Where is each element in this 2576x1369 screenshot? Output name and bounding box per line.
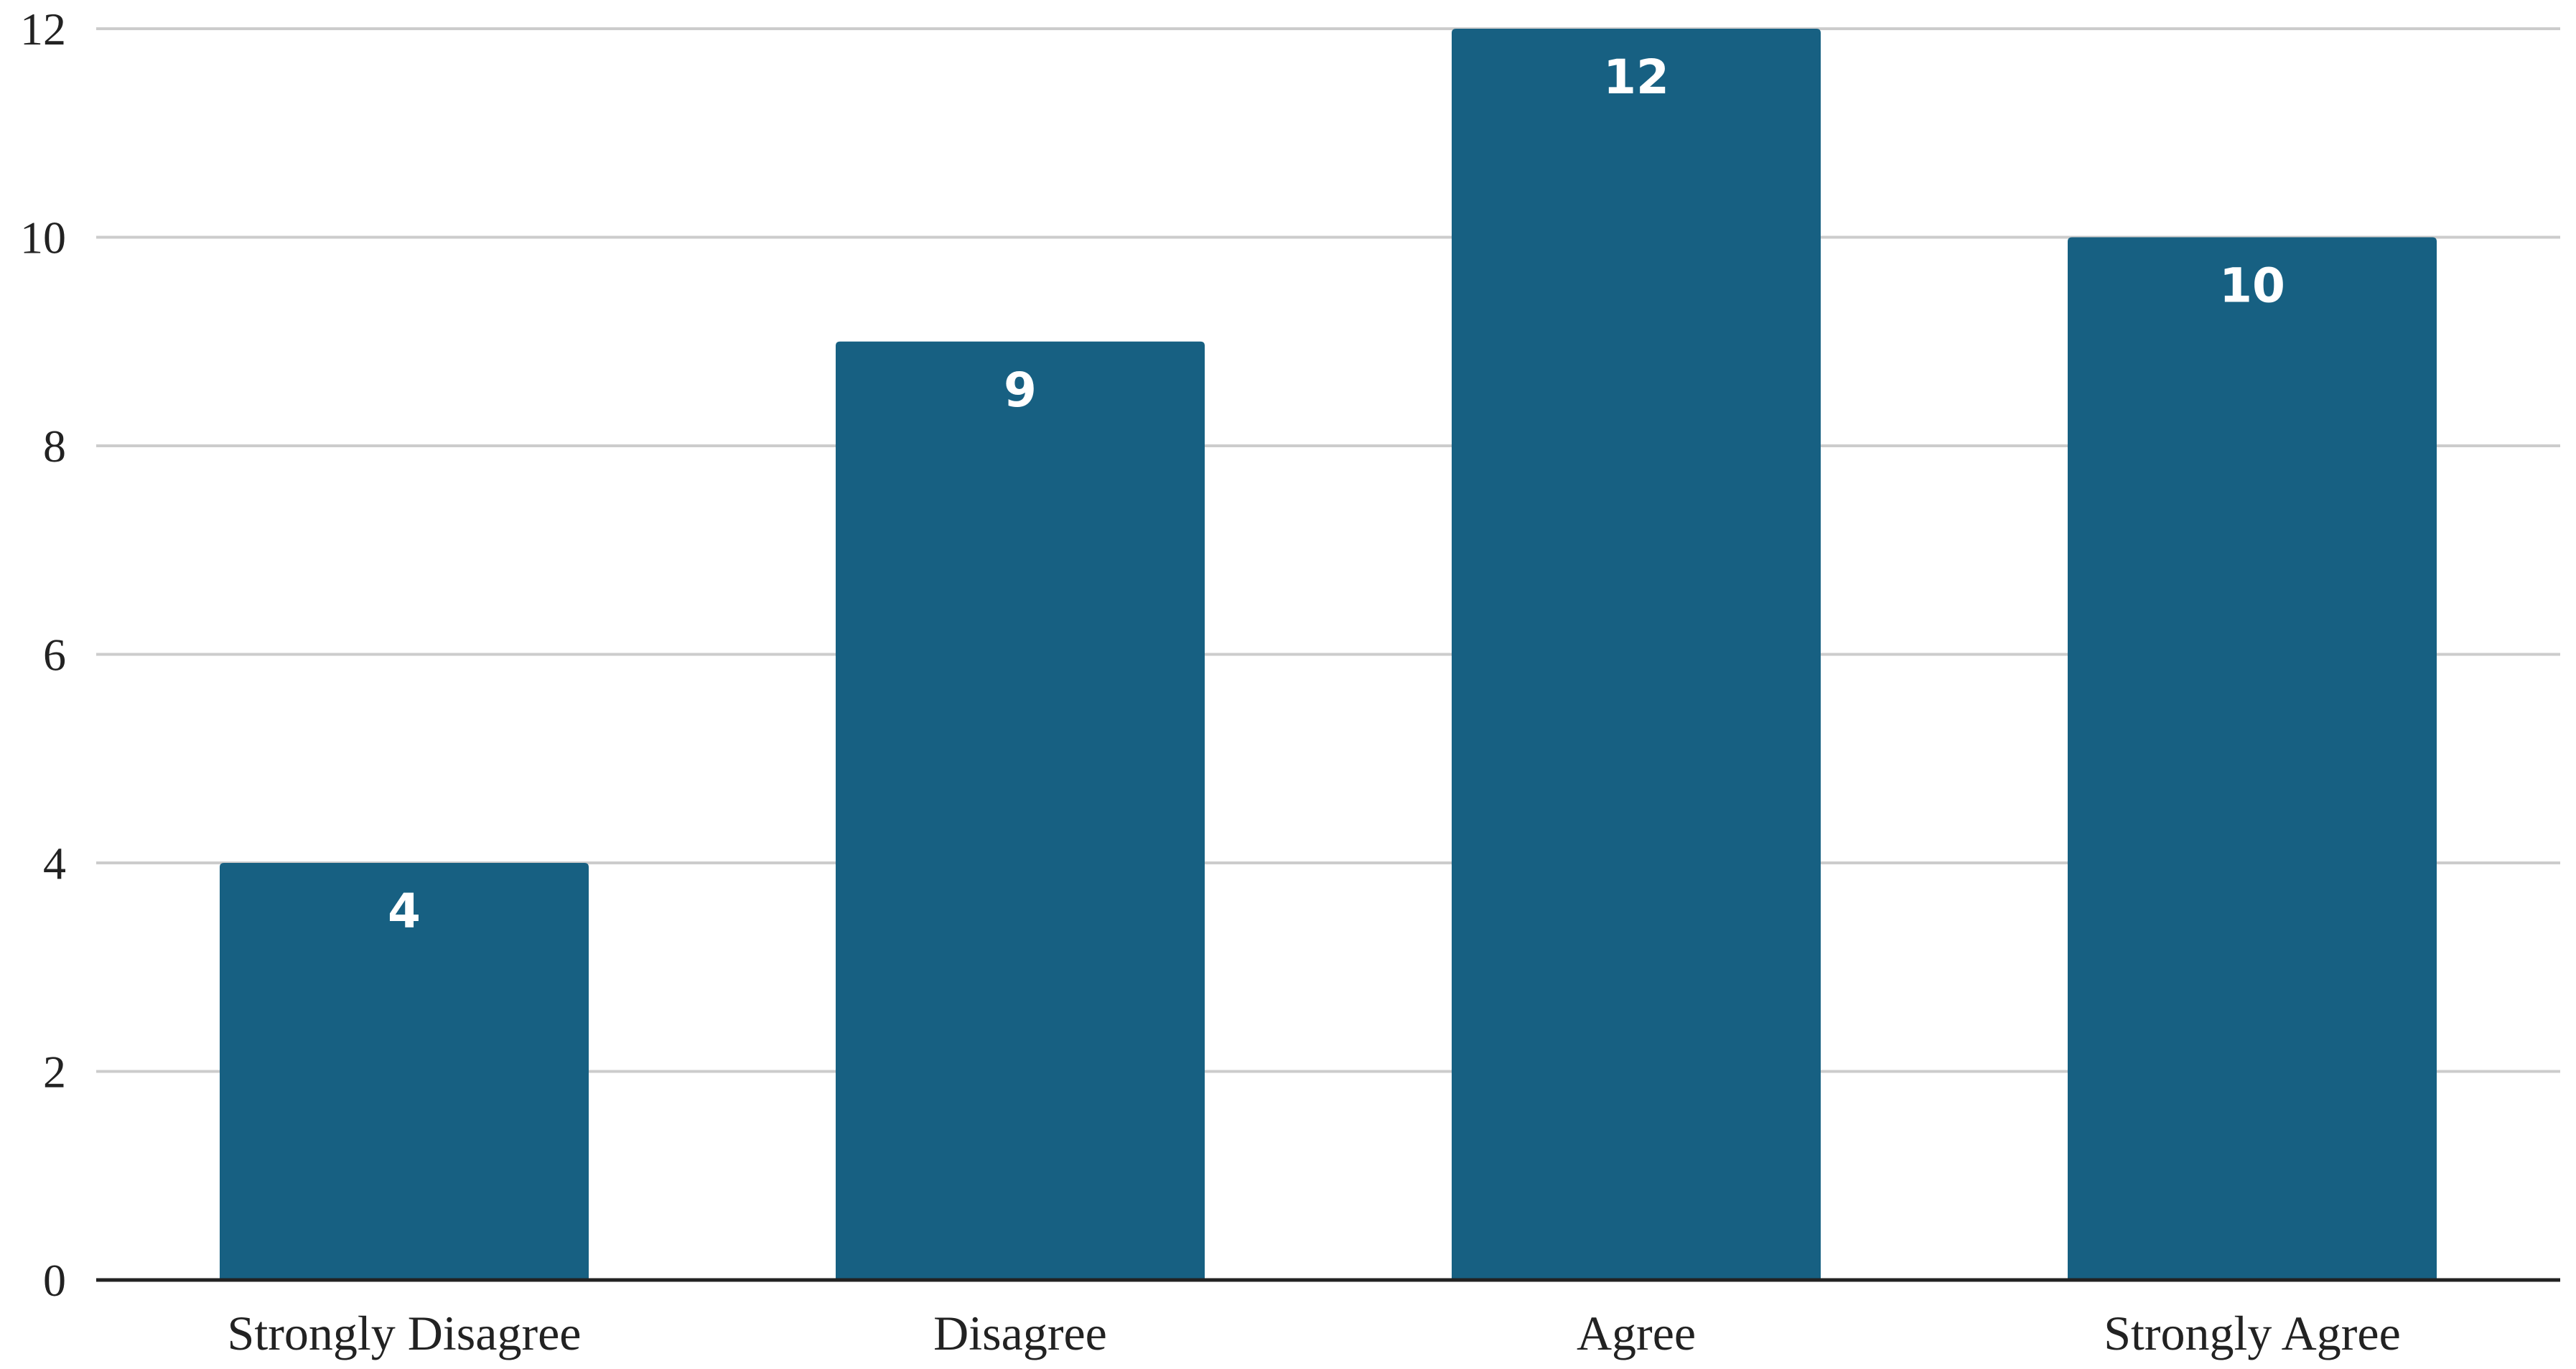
y-tick-label-2: 2 — [43, 1047, 66, 1098]
y-tick-label-8: 8 — [43, 421, 66, 472]
data-labels: 4 9 12 10 — [388, 50, 2285, 939]
y-tick-label-6: 6 — [43, 630, 66, 681]
data-label-agree: 12 — [1603, 50, 1669, 105]
x-category-label-agree: Agree — [1577, 1306, 1696, 1360]
y-tick-label-10: 10 — [20, 212, 66, 263]
x-category-label-strongly-agree: Strongly Agree — [2104, 1306, 2401, 1360]
bar-strongly-agree — [2068, 237, 2437, 1280]
y-tick-labels: 0 2 4 6 8 10 12 — [20, 4, 66, 1306]
y-tick-label-4: 4 — [43, 838, 66, 889]
y-tick-label-12: 12 — [20, 4, 66, 55]
bar-disagree — [836, 341, 1205, 1280]
bar-agree — [1452, 29, 1821, 1280]
data-label-disagree: 9 — [1004, 363, 1037, 418]
x-category-label-disagree: Disagree — [933, 1306, 1107, 1360]
y-tick-label-0: 0 — [43, 1255, 66, 1306]
data-label-strongly-agree: 10 — [2219, 258, 2285, 314]
x-category-labels: Strongly Disagree Disagree Agree Strongly A… — [228, 1306, 2401, 1360]
x-category-label-strongly-disagree: Strongly Disagree — [228, 1306, 582, 1360]
bars — [220, 29, 2437, 1280]
bar-strongly-disagree — [220, 863, 589, 1280]
data-label-strongly-disagree: 4 — [388, 884, 421, 939]
